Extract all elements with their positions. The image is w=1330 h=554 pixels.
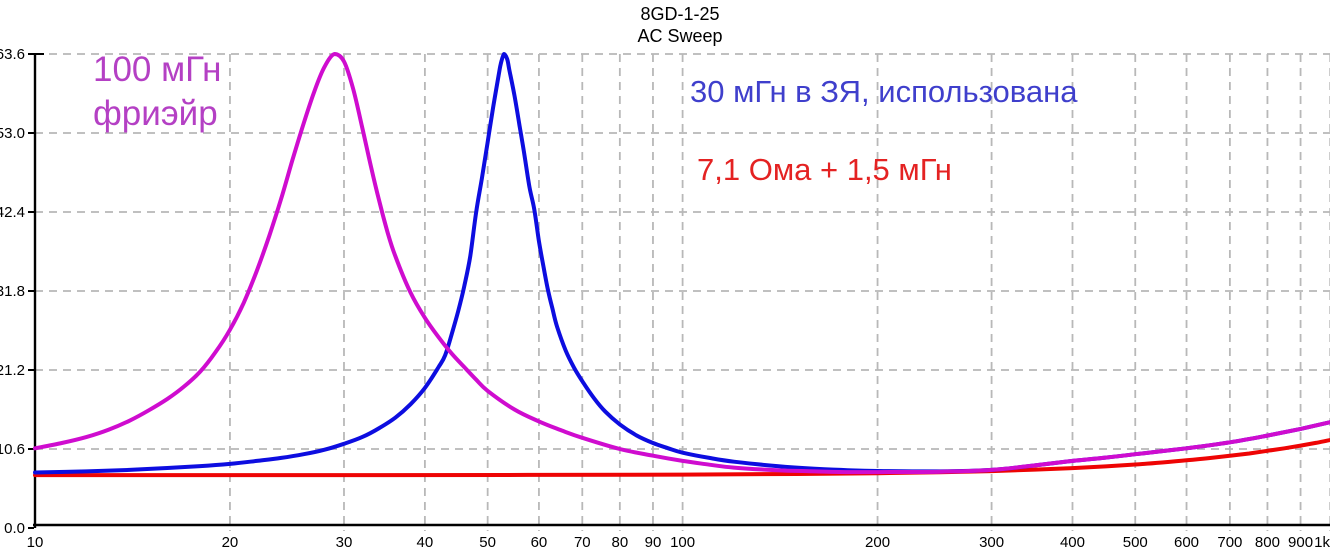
annotation-blue: 30 мГн в ЗЯ, использована xyxy=(690,74,1078,109)
x-tick-label: 60 xyxy=(531,534,548,551)
x-tick-label: 700 xyxy=(1217,534,1242,551)
x-tick-label: 400 xyxy=(1060,534,1085,551)
x-tick-label: 900 xyxy=(1288,534,1313,551)
chart-title-line2: AC Sweep xyxy=(637,26,723,46)
annotation-red: 7,1 Ома + 1,5 мГн xyxy=(697,152,952,187)
x-tick-label: 80 xyxy=(611,534,628,551)
x-tick-label: 10 xyxy=(27,534,44,551)
chart-title: 8GD-1-25 AC Sweep xyxy=(530,3,830,47)
y-tick-label: 63.6 xyxy=(0,46,25,63)
x-tick-label: 20 xyxy=(222,534,239,551)
annotation-magenta: 100 мГн фриэйр xyxy=(93,48,222,136)
y-tick-label: 42.4 xyxy=(0,204,25,221)
tick-labels: 0.0 10.6 21.2 31.8 42.4 53.0 63.6 10 20 30 40 50 60 7… xyxy=(0,46,1330,551)
x-tick-label: 30 xyxy=(336,534,353,551)
x-tick-label: 600 xyxy=(1174,534,1199,551)
x-tick-label: 800 xyxy=(1255,534,1280,551)
x-tick-label: 90 xyxy=(645,534,662,551)
gridlines xyxy=(35,53,1330,531)
x-tick-label: 500 xyxy=(1123,534,1148,551)
x-tick-label: 1k xyxy=(1314,534,1330,551)
x-tick-label: 300 xyxy=(979,534,1004,551)
y-tick-label: 10.6 xyxy=(0,441,25,458)
chart-title-line1: 8GD-1-25 xyxy=(640,4,720,24)
x-tick-label: 40 xyxy=(417,534,434,551)
curve-0 xyxy=(33,438,1330,478)
annotation-magenta-line1: 100 мГн xyxy=(93,50,222,89)
x-tick-label: 100 xyxy=(670,534,695,551)
y-tick-label: 53.0 xyxy=(0,125,25,142)
x-tick-label: 70 xyxy=(574,534,591,551)
y-tick-label: 0.0 xyxy=(4,520,25,537)
y-tick-label: 21.2 xyxy=(0,362,25,379)
x-tick-label: 50 xyxy=(479,534,496,551)
x-tick-label: 200 xyxy=(865,534,890,551)
y-tick-label: 31.8 xyxy=(0,283,25,300)
annotation-magenta-line2: фриэйр xyxy=(93,94,218,133)
curves xyxy=(33,52,1330,478)
curve-2 xyxy=(33,52,1330,475)
